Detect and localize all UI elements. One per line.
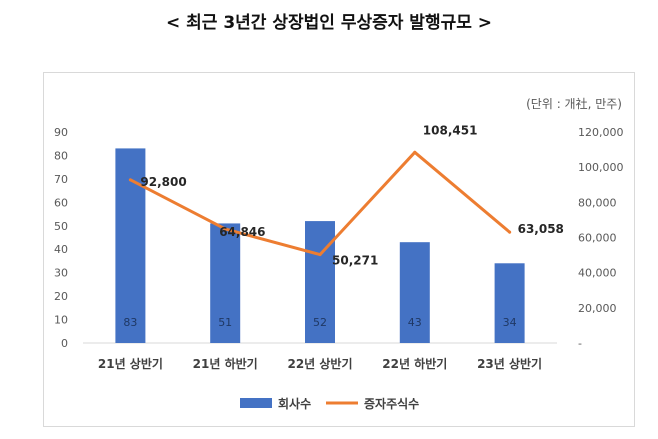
- y-right-tick-label: 120,000: [578, 126, 624, 139]
- y-left-tick-label: 80: [54, 149, 68, 162]
- y-left-tick-label: 60: [54, 196, 68, 209]
- line-value-label: 63,058: [518, 222, 564, 236]
- y-right-tick-label: 100,000: [578, 161, 624, 174]
- y-left-tick-label: 40: [54, 243, 68, 256]
- legend-label: 증자주식수: [364, 396, 419, 411]
- bar-value-label: 51: [218, 316, 232, 329]
- x-tick-label: 22년 하반기: [382, 356, 447, 371]
- y-left-tick-label: 20: [54, 290, 68, 303]
- bar: [305, 221, 335, 343]
- bar: [210, 223, 241, 343]
- bar-value-label: 83: [123, 316, 137, 329]
- bar: [399, 242, 430, 343]
- line-value-label: 108,451: [423, 123, 478, 137]
- y-right-tick-label: 60,000: [578, 232, 617, 245]
- page-title: < 최근 3년간 상장법인 무상증자 발행규모 >: [165, 13, 493, 33]
- bar: [494, 263, 525, 343]
- bar-value-label: 34: [503, 316, 517, 329]
- chart-frame: [43, 72, 635, 427]
- line-value-label: 50,271: [332, 254, 378, 268]
- legend-swatch-bar: [240, 398, 272, 408]
- line-value-label: 64,846: [219, 225, 265, 239]
- x-tick-label: 21년 하반기: [193, 356, 258, 371]
- y-right-tick-label: 20,000: [578, 302, 617, 315]
- unit-note: (단위 : 개社, 만주): [526, 96, 622, 111]
- line-point: [318, 253, 322, 257]
- x-tick-label: 23년 상반기: [477, 356, 542, 371]
- line-point: [508, 230, 512, 234]
- legend-label: 회사수: [278, 396, 311, 411]
- y-left-tick-label: 10: [54, 314, 68, 327]
- line-point: [128, 178, 132, 182]
- line-value-label: 92,800: [140, 175, 186, 189]
- line-point: [413, 150, 417, 154]
- y-left-tick-label: 70: [54, 173, 68, 186]
- y-left-tick-label: 50: [54, 220, 68, 233]
- y-right-tick-label: -: [578, 337, 582, 350]
- x-tick-label: 22년 상반기: [287, 356, 352, 371]
- bar-value-label: 43: [408, 316, 422, 329]
- y-right-tick-label: 40,000: [578, 267, 617, 280]
- bar-value-label: 52: [313, 316, 327, 329]
- x-tick-label: 21년 상반기: [98, 356, 163, 371]
- y-left-tick-label: 30: [54, 267, 68, 280]
- y-left-tick-label: 90: [54, 126, 68, 139]
- y-right-tick-label: 80,000: [578, 196, 617, 209]
- y-left-tick-label: 0: [61, 337, 68, 350]
- line-point: [223, 227, 227, 231]
